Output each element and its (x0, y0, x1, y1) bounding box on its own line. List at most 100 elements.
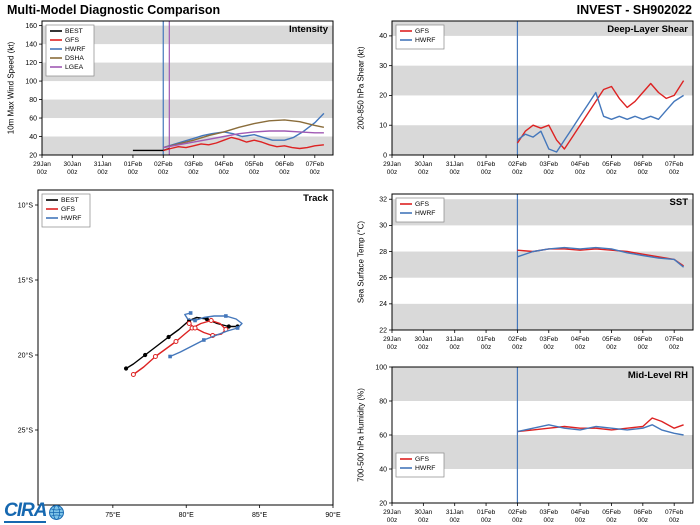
x-tick-sublabel: 00z (219, 169, 229, 176)
panel-track: 10°S 15°S 20°S 25°S 75°E 80°E 85°E 90°E Track BES… (18, 189, 341, 519)
y-tick-label: 60 (29, 115, 37, 122)
x-tick-label: 01Feb (477, 509, 496, 516)
track-point-best (143, 352, 148, 358)
track-point-gfs (173, 339, 179, 344)
x-tick-sublabel: 00z (638, 169, 648, 176)
grid-band (392, 65, 693, 96)
track-point-gfs (192, 325, 198, 331)
y-tick-label: 40 (29, 134, 37, 141)
rh-legend (395, 452, 445, 478)
x-tick-sublabel: 00z (669, 169, 679, 176)
grid-band (392, 21, 693, 36)
panel-rh: 2040608010029Jan00z30Jan00z31Jan00z01Feb… (375, 364, 694, 524)
rh-y-axis-label: 700-500 hPa Humidity (%) (356, 388, 366, 482)
y-tick-label: 30 (379, 63, 387, 70)
x-tick-label: 04Feb (571, 509, 590, 516)
x-tick-sublabel: 00z (575, 517, 585, 524)
legend-label-hwrf: HWRF (415, 465, 435, 472)
x-tick-label: 01Feb (477, 161, 496, 168)
y-tick-label: 10°S (18, 201, 34, 209)
intensity-series-hwrf (163, 112, 325, 149)
track-point-hwrf (188, 311, 193, 315)
legend-label-best: BEST (61, 197, 79, 204)
legend-label-gfs: GFS (65, 37, 79, 44)
x-tick-sublabel: 00z (418, 169, 428, 176)
shear-y-axis-label: 200-850 hPa Shear (kt) (356, 46, 366, 130)
track-plot-border (37, 189, 334, 506)
x-tick-sublabel: 00z (310, 169, 320, 176)
x-tick-sublabel: 00z (418, 517, 428, 524)
x-tick-label: 31Jan (446, 509, 464, 516)
x-tick-sublabel: 00z (67, 169, 77, 176)
legend-label-hwrf: HWRF (65, 46, 85, 53)
x-tick-sublabel: 00z (544, 344, 554, 351)
x-tick-sublabel: 00z (418, 344, 428, 351)
x-tick-sublabel: 00z (638, 344, 648, 351)
x-tick-sublabel: 00z (512, 169, 522, 176)
x-tick-sublabel: 00z (481, 169, 491, 176)
y-tick-label: 160 (25, 23, 37, 30)
x-tick-sublabel: 00z (279, 169, 289, 176)
shear-legend (395, 24, 445, 50)
track-point-best (123, 366, 129, 371)
track-point-best (166, 334, 171, 340)
x-tick-label: 01Feb (124, 161, 143, 168)
y-tick-label: 22 (379, 327, 387, 334)
y-tick-label: 26 (379, 275, 387, 282)
x-tick-sublabel: 00z (544, 517, 554, 524)
intensity-y-axis-label: 10m Max Wind Speed (kt) (6, 41, 16, 135)
y-tick-label: 60 (379, 432, 387, 439)
globe-icon (49, 504, 65, 520)
x-tick-label: 06Feb (634, 509, 653, 516)
x-tick-label: 29Jan (383, 161, 401, 168)
page-title: Multi-Model Diagnostic Comparison (7, 3, 221, 17)
x-tick-label: 04Feb (571, 161, 590, 168)
x-tick-sublabel: 00z (606, 344, 616, 351)
track-point-gfs (130, 372, 136, 377)
track-point-hwrf (202, 338, 206, 342)
x-tick-sublabel: 00z (387, 517, 397, 524)
y-tick-label: 20 (29, 152, 37, 159)
x-tick-label: 05Feb (245, 161, 264, 168)
track-point-gfs (152, 354, 158, 359)
x-tick-sublabel: 00z (606, 517, 616, 524)
y-tick-label: 28 (379, 249, 387, 256)
rh-series-hwrf (517, 424, 684, 436)
sst-panel-title: SST (670, 197, 689, 208)
x-tick-sublabel: 00z (249, 169, 259, 176)
intensity-series-dsha (163, 119, 325, 149)
y-tick-label: 10 (379, 123, 387, 130)
sst-plot-border (391, 193, 694, 331)
x-tick-label: 30Jan (414, 161, 432, 168)
x-tick-sublabel: 00z (449, 517, 459, 524)
x-tick-label: 90°E (325, 511, 341, 519)
x-tick-sublabel: 00z (544, 169, 554, 176)
x-tick-sublabel: 00z (512, 517, 522, 524)
track-panel-title: Track (303, 193, 329, 204)
x-tick-sublabel: 00z (575, 169, 585, 176)
x-tick-label: 04Feb (215, 161, 234, 168)
x-tick-sublabel: 00z (97, 169, 107, 176)
x-tick-label: 02Feb (508, 509, 527, 516)
x-tick-sublabel: 00z (188, 169, 198, 176)
grid-band (42, 99, 333, 119)
panel-shear: 01020304029Jan00z30Jan00z31Jan00z01Feb00… (379, 20, 694, 176)
x-tick-sublabel: 00z (449, 169, 459, 176)
y-tick-label: 25°S (18, 426, 34, 434)
sst-series-hwrf (517, 246, 685, 268)
legend-label-gfs: GFS (415, 201, 429, 208)
x-tick-label: 05Feb (602, 336, 621, 343)
track-point-hwrf (168, 354, 172, 359)
panel-sst: 22242628303229Jan00z30Jan00z31Jan00z01Fe… (379, 193, 694, 351)
y-tick-label: 24 (379, 301, 387, 308)
x-tick-label: 02Feb (154, 161, 173, 168)
grid-band (392, 303, 693, 330)
x-tick-label: 02Feb (508, 336, 527, 343)
intensity-series-lgea (163, 130, 324, 149)
x-tick-label: 04Feb (571, 336, 590, 343)
cira-logo-text: CIRA (4, 500, 47, 523)
x-tick-sublabel: 00z (37, 169, 47, 176)
y-tick-label: 0 (383, 152, 387, 159)
track-point-best (226, 324, 231, 329)
